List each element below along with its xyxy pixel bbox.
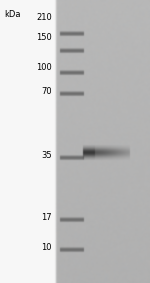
Text: 10: 10 bbox=[42, 243, 52, 252]
Text: 100: 100 bbox=[36, 63, 52, 72]
Text: 17: 17 bbox=[41, 213, 52, 222]
Text: 35: 35 bbox=[41, 151, 52, 160]
Text: 150: 150 bbox=[36, 33, 52, 42]
Text: 70: 70 bbox=[41, 87, 52, 97]
Text: 210: 210 bbox=[36, 14, 52, 23]
Text: kDa: kDa bbox=[4, 10, 21, 19]
